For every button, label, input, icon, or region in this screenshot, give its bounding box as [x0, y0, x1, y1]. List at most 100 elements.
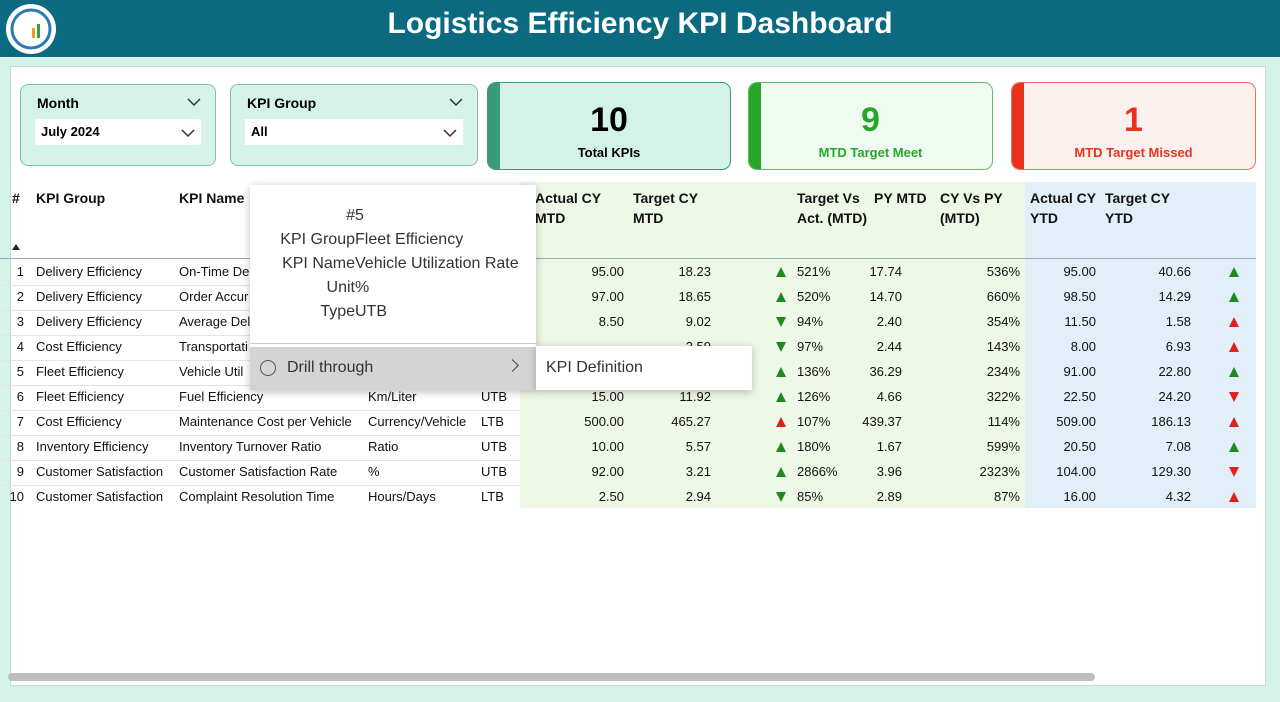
- tooltip-value: UTB: [355, 303, 387, 320]
- tooltip-key: Unit: [326, 279, 355, 296]
- column-header[interactable]: Target CY MTD: [633, 190, 698, 226]
- column-header[interactable]: KPI Group: [36, 190, 106, 206]
- cell: 5.57: [685, 439, 711, 454]
- submenu-item[interactable]: KPI Definition: [536, 346, 752, 390]
- cell: 136%: [797, 364, 831, 379]
- slicer[interactable]: KPI Group All: [230, 84, 478, 166]
- cell: 15.00: [591, 389, 624, 404]
- scrollbar[interactable]: [8, 673, 1095, 681]
- cell: 599%: [986, 439, 1020, 454]
- cell: 18.23: [678, 264, 711, 279]
- cell: Transportati: [179, 339, 248, 354]
- cell: 520%: [797, 289, 831, 304]
- drill-icon: [260, 360, 276, 376]
- tooltip-key: Type: [320, 303, 355, 320]
- cell: 536%: [986, 264, 1020, 279]
- card-accent: [1012, 83, 1024, 169]
- status-arrow: [776, 392, 786, 402]
- cell: 234%: [986, 364, 1020, 379]
- slicer-label: Month: [37, 95, 79, 111]
- cell: 91.00: [1063, 364, 1096, 379]
- cell: 40.66: [1158, 264, 1191, 279]
- cell: 8.00: [1070, 339, 1096, 354]
- cell: 95.00: [1063, 264, 1096, 279]
- cell: UTB: [481, 439, 507, 454]
- kpi-card: 1 MTD Target Missed: [1011, 82, 1256, 170]
- status-arrow: [1229, 367, 1239, 377]
- slicer[interactable]: Month July 2024: [20, 84, 216, 166]
- cell: 186.13: [1151, 414, 1191, 429]
- status-arrow: [776, 492, 786, 502]
- column-header[interactable]: KPI Name: [179, 190, 245, 206]
- status-arrow: [776, 267, 786, 277]
- cell: 354%: [986, 314, 1020, 329]
- chevron: [443, 129, 457, 138]
- status-arrow: [776, 417, 786, 427]
- cell: 6: [16, 389, 24, 404]
- slicer-value[interactable]: All: [245, 119, 463, 145]
- cell: 180%: [797, 439, 831, 454]
- cell: 4: [16, 339, 24, 354]
- chevron-right: [506, 359, 519, 372]
- cell: Complaint Resolution Time: [179, 489, 335, 504]
- cell: 98.50: [1063, 289, 1096, 304]
- sort-icon: [12, 244, 20, 250]
- cell: 1.67: [876, 439, 902, 454]
- cell: 129.30: [1151, 464, 1191, 479]
- cell: 2323%: [979, 464, 1020, 479]
- cell: 18.65: [678, 289, 711, 304]
- cell: Cost Efficiency: [36, 339, 122, 354]
- drill-label: Drill through: [287, 359, 374, 376]
- cell: 7: [16, 414, 24, 429]
- cell: Currency/Vehicle: [368, 414, 467, 429]
- column-header[interactable]: PY MTD: [874, 190, 927, 206]
- cell: Order Accur: [179, 289, 249, 304]
- column-header[interactable]: CY Vs PY (MTD): [940, 190, 1003, 226]
- status-arrow: [776, 442, 786, 452]
- status-arrow: [1229, 267, 1239, 277]
- cell: 22.50: [1063, 389, 1096, 404]
- logo: [6, 4, 56, 54]
- column-header[interactable]: #: [12, 190, 20, 206]
- cell: 2.40: [876, 314, 902, 329]
- cell: 20.50: [1063, 439, 1096, 454]
- card-value: 9: [861, 101, 880, 139]
- status-arrow: [776, 342, 786, 352]
- column-header[interactable]: Target CY YTD: [1105, 190, 1170, 226]
- row-rule: [0, 410, 520, 411]
- cell: Hours/Days: [368, 489, 436, 504]
- status-arrow: [776, 367, 786, 377]
- cell: Delivery Efficiency: [36, 289, 142, 304]
- cell: 9.02: [685, 314, 711, 329]
- cell: Customer Satisfaction: [36, 464, 164, 479]
- cell: Fuel Efficiency: [179, 389, 264, 404]
- status-arrow: [776, 317, 786, 327]
- cell: 8.50: [598, 314, 624, 329]
- cell: Cost Efficiency: [36, 414, 122, 429]
- column-header[interactable]: Actual CY MTD: [535, 190, 601, 226]
- cell: %: [368, 464, 380, 479]
- status-arrow: [1229, 317, 1239, 327]
- cell: Maintenance Cost per Vehicle: [179, 414, 352, 429]
- cell: 5: [16, 364, 24, 379]
- mtd-band: [520, 182, 1025, 508]
- cell: Fleet Efficiency: [36, 389, 124, 404]
- status-arrow: [1229, 467, 1239, 477]
- cell: 97.00: [591, 289, 624, 304]
- cell: 143%: [986, 339, 1020, 354]
- cell: Inventory Turnover Ratio: [179, 439, 322, 454]
- column-header[interactable]: Actual CY YTD: [1030, 190, 1096, 226]
- cell: 465.27: [671, 414, 711, 429]
- separator: [250, 343, 536, 344]
- cell: 4.32: [1165, 489, 1191, 504]
- cell: Fleet Efficiency: [36, 364, 124, 379]
- drill-through[interactable]: Drill through: [250, 347, 536, 390]
- column-header[interactable]: Target Vs Act. (MTD): [797, 190, 867, 226]
- cell: 521%: [797, 264, 831, 279]
- chevron: [181, 129, 195, 138]
- row-rule: [0, 485, 520, 486]
- cell: 24.20: [1158, 389, 1191, 404]
- card-label: Total KPIs: [577, 145, 641, 160]
- slicer-value[interactable]: July 2024: [35, 119, 201, 145]
- cell: 3.21: [685, 464, 711, 479]
